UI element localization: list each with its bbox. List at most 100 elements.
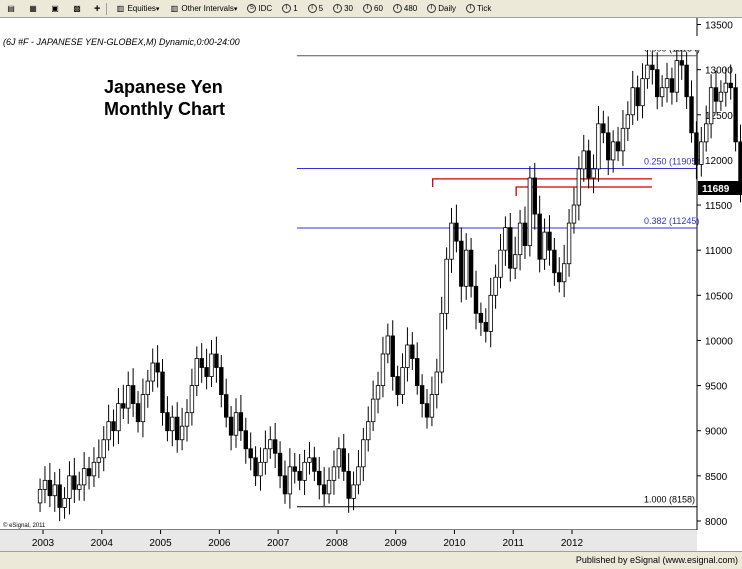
interval-daily[interactable]: I Daily xyxy=(423,2,460,16)
menu-icon: ▥ xyxy=(170,3,179,13)
interval-480[interactable]: I 480 xyxy=(389,2,421,16)
candle-up xyxy=(493,276,498,296)
candle-up xyxy=(610,141,616,161)
candle-up xyxy=(361,439,366,468)
candle-up xyxy=(542,231,547,260)
candle-down xyxy=(478,312,484,323)
x-tick-label: 2009 xyxy=(385,538,408,549)
candle-down xyxy=(292,466,297,472)
equities-dropdown[interactable]: ▥ Equities ▾ xyxy=(111,2,163,16)
x-tick-label: 2003 xyxy=(32,538,55,549)
interval-circle-icon: I xyxy=(427,4,437,13)
candle-up xyxy=(366,421,371,441)
candle-down xyxy=(601,123,606,134)
y-tick-label: 9500 xyxy=(705,382,728,393)
candle-up xyxy=(718,91,724,102)
candle-up xyxy=(620,127,626,152)
candle-up xyxy=(287,466,293,495)
chart-tool-icon: ▤ xyxy=(7,3,15,13)
candle-up xyxy=(106,421,111,441)
candle-down xyxy=(175,416,180,441)
toolbar-label: 5 xyxy=(318,4,324,13)
interval-tick[interactable]: I Tick xyxy=(462,2,495,16)
candle-up xyxy=(77,484,82,490)
chart-tool-icon: ▦ xyxy=(29,3,37,13)
candle-up xyxy=(233,412,239,436)
candle-down xyxy=(243,430,248,450)
candle-up xyxy=(96,457,102,463)
toolbar: ▤ ▦ ▣ ▩ + ▥ Equities ▾ ▥ Other Intervals ▾ S IDC I 1… xyxy=(0,0,742,18)
candle-down xyxy=(165,412,170,432)
candle-up xyxy=(268,439,273,450)
chart-area[interactable]: 8000 8500 9000 9500 10000 10500 11000 11500 1200… xyxy=(0,18,742,551)
candle-up xyxy=(503,227,508,251)
candle-up xyxy=(37,488,43,504)
chart-tool-icon: ▩ xyxy=(73,3,81,13)
y-tick-label: 10000 xyxy=(705,336,733,347)
candle-down xyxy=(72,475,77,490)
status-footer: Published by eSignal (www.esignal.com) xyxy=(0,551,742,569)
candle-up xyxy=(145,380,151,396)
interval-idc[interactable]: S IDC xyxy=(243,2,276,16)
toolbar-label: IDC xyxy=(258,4,273,13)
interval-circle-icon: I xyxy=(466,4,476,13)
candle-up xyxy=(429,394,435,418)
candle-up xyxy=(645,64,650,80)
candle-down xyxy=(135,403,141,423)
candle-up xyxy=(52,484,57,497)
candle-up xyxy=(170,416,175,432)
toolbar-icon-button-1[interactable]: ▤ xyxy=(2,2,22,16)
candle-down xyxy=(155,362,160,373)
candle-down xyxy=(424,403,430,418)
current-price-label: 11689 xyxy=(702,184,730,195)
y-tick-label: 8000 xyxy=(705,517,728,528)
candle-down xyxy=(410,344,415,359)
fib-level-label: 1.000 (8158) xyxy=(644,495,695,505)
toolbar-icon-button-4[interactable]: ▩ xyxy=(68,2,88,16)
candle-down xyxy=(713,87,719,102)
candle-down xyxy=(321,484,327,495)
candle-down xyxy=(130,385,136,405)
toolbar-label: 30 xyxy=(344,4,353,13)
candle-up xyxy=(674,60,680,93)
toolbar-label: Other Intervals xyxy=(181,4,234,13)
x-tick-label: 2004 xyxy=(91,538,114,549)
interval-30[interactable]: I 30 xyxy=(329,2,357,16)
candle-up xyxy=(576,168,582,206)
candle-up xyxy=(356,466,361,486)
candle-down xyxy=(459,240,464,287)
candle-up xyxy=(62,498,67,508)
interval-circle-icon: I xyxy=(333,4,343,13)
interval-circle-icon: I xyxy=(392,4,402,13)
interval-60[interactable]: I 60 xyxy=(359,2,387,16)
candle-down xyxy=(248,448,253,459)
interval-circle-icon: I xyxy=(307,4,317,13)
candle-up xyxy=(370,398,376,423)
candle-down xyxy=(669,78,675,93)
candle-up xyxy=(189,385,195,414)
candle-up xyxy=(566,222,572,265)
candle-up xyxy=(385,335,391,355)
toolbar-icon-button-2[interactable]: ▦ xyxy=(24,2,44,16)
candle-up xyxy=(439,312,444,373)
candle-up xyxy=(380,353,386,386)
y-tick-label: 10500 xyxy=(705,291,733,302)
chevron-down-icon: ▾ xyxy=(155,5,160,13)
candle-up xyxy=(498,249,503,278)
candle-up xyxy=(400,367,405,396)
add-icon[interactable]: + xyxy=(94,2,101,15)
candle-down xyxy=(557,272,562,283)
candle-down xyxy=(615,141,621,152)
candle-up xyxy=(596,123,601,170)
intervals-dropdown[interactable]: ▥ Other Intervals ▾ xyxy=(165,2,241,16)
candle-up xyxy=(194,358,200,386)
candle-up xyxy=(209,353,214,377)
y-tick-label: 13500 xyxy=(705,21,733,32)
price-chart[interactable]: 8000 8500 9000 9500 10000 10500 11000 11500 1200… xyxy=(0,18,742,551)
y-tick-label: 12500 xyxy=(705,111,733,122)
candle-up xyxy=(449,222,454,260)
candle-down xyxy=(47,479,53,497)
toolbar-icon-button-3[interactable]: ▣ xyxy=(46,2,66,16)
